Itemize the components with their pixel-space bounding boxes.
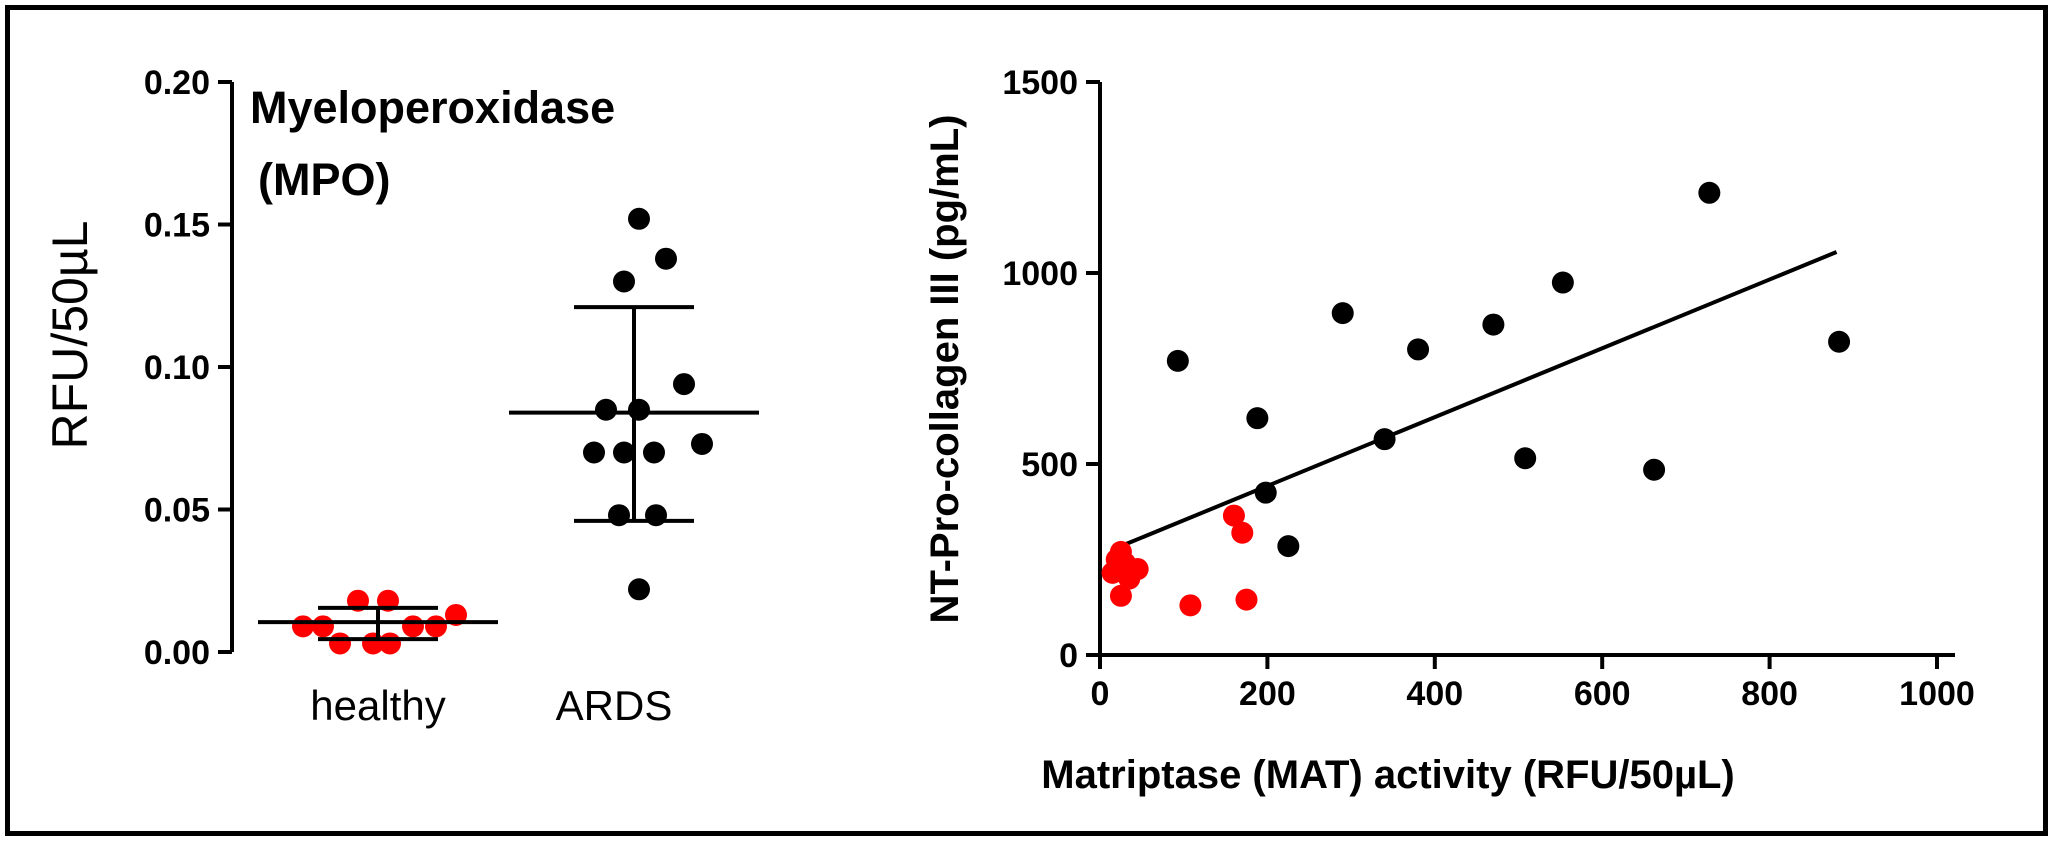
scatter-y-axis-label: NT-Pro-collagen III (pg/mL): [923, 115, 967, 624]
scatter-point-ards: [1551, 271, 1574, 294]
scatter-point-ards: [1828, 330, 1851, 353]
scatter-points: [1101, 181, 1851, 617]
scatter-x-tick-label: 400: [1406, 675, 1463, 713]
scatter-y-tick-label: 1000: [1002, 255, 1078, 293]
mpo-point-healthy: [379, 632, 401, 655]
mpo-y-ticks: [218, 80, 232, 654]
mpo-point-ards: [613, 441, 635, 464]
mpo-point-ards: [628, 578, 650, 601]
scatter-y-tick-label: 500: [1021, 446, 1078, 484]
mpo-title-line1: Myeloperoxidase: [250, 82, 615, 133]
mpo-point-ards: [628, 398, 650, 421]
mpo-category-healthy: healthy: [310, 682, 445, 729]
mpo-point-healthy: [329, 632, 351, 655]
mpo-points: [292, 207, 713, 655]
scatter-point-ards: [1482, 313, 1505, 336]
scatter-point-healthy: [1179, 594, 1202, 617]
scatter-x-tick-label: 0: [1091, 675, 1110, 713]
mpo-y-tick-labels: 0.00 0.05 0.10 0.15 0.20: [144, 64, 210, 672]
scatter-point-ards: [1514, 447, 1537, 470]
scatter-y-ticks: 0 500 1000 1500: [1002, 64, 1100, 675]
mpo-title-line2: (MPO): [258, 154, 390, 205]
scatter-y-tick-label: 0: [1059, 637, 1078, 675]
scatter-point-ards: [1254, 481, 1277, 504]
mpo-point-ards: [691, 432, 713, 455]
mpo-point-healthy: [312, 615, 334, 638]
scatter-x-tick-label: 600: [1574, 675, 1631, 713]
mpo-point-healthy: [292, 615, 314, 638]
scatter-x-tick-label: 800: [1741, 675, 1798, 713]
mpo-point-ards: [673, 373, 695, 396]
mpo-y-axis-label: RFU/50µL: [42, 221, 98, 450]
mpo-point-ards: [628, 207, 650, 230]
scatter-point-ards: [1373, 428, 1396, 451]
scatter-point-ards: [1331, 302, 1354, 325]
mpo-mean-sd-bars: [258, 305, 759, 642]
mpo-y-tick-label: 0.10: [144, 349, 210, 387]
mpo-category-ards: ARDS: [556, 682, 673, 729]
mpo-point-ards: [655, 247, 677, 270]
scatter-point-ards: [1277, 535, 1300, 558]
mpo-point-ards: [613, 270, 635, 293]
mpo-point-ards: [583, 441, 605, 464]
mpo-point-ards: [643, 441, 665, 464]
scatter-point-ards: [1698, 181, 1721, 204]
scatter-point-healthy: [1231, 521, 1254, 544]
scatter-point-ards: [1643, 458, 1666, 481]
scatter-point-healthy: [1126, 558, 1149, 581]
scatter-point-ards: [1166, 349, 1189, 372]
mpo-y-tick-label: 0.00: [144, 634, 210, 672]
scatter-x-tick-label: 1000: [1899, 675, 1975, 713]
mpo-panel: Myeloperoxidase (MPO) RFU/50µL 0.000.050…: [42, 64, 759, 729]
scatter-x-tick-label: 200: [1239, 675, 1296, 713]
mpo-y-tick-label: 0.15: [144, 207, 210, 245]
mpo-y-tick-label: 0.05: [144, 492, 210, 530]
mpo-point-healthy: [425, 615, 447, 638]
scatter-y-tick-label: 1500: [1002, 64, 1078, 102]
scatter-point-ards: [1407, 338, 1430, 361]
regression-line: [1120, 250, 1838, 548]
scatter-point-healthy: [1109, 584, 1132, 607]
mpo-y-tick-label: 0.20: [144, 64, 210, 102]
scatter-point-ards: [1246, 407, 1269, 430]
scatter-point-healthy: [1235, 588, 1258, 611]
scatter-x-axis-label: Matriptase (MAT) activity (RFU/50µL): [1041, 753, 1735, 797]
scatter-x-ticks: 0 200 400 600 800 1000: [1091, 655, 1975, 713]
scatter-panel: NT-Pro-collagen III (pg/mL) Matriptase (…: [923, 64, 1975, 797]
figure-border: [5, 5, 2048, 836]
mpo-point-ards: [595, 398, 617, 421]
regression-line-group: [1120, 250, 1838, 548]
scatter-point-healthy: [1222, 504, 1245, 527]
mpo-point-healthy: [402, 615, 424, 638]
